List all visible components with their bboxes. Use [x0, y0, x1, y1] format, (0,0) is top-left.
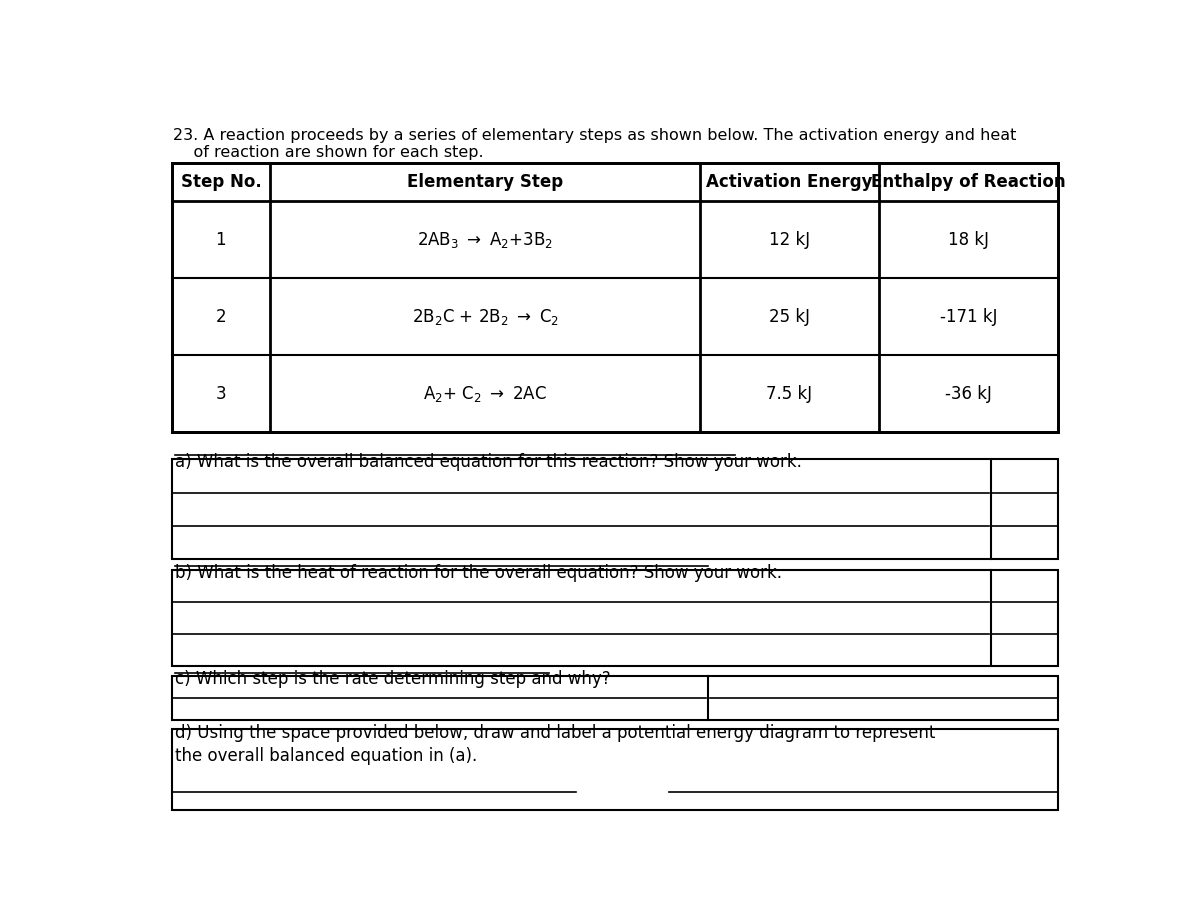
- Text: 2B$_2$C + 2B$_2$ $\rightarrow$ C$_2$: 2B$_2$C + 2B$_2$ $\rightarrow$ C$_2$: [412, 307, 559, 327]
- Text: 12 kJ: 12 kJ: [769, 231, 810, 249]
- Text: Step No.: Step No.: [180, 173, 262, 191]
- Text: Enthalpy of Reaction: Enthalpy of Reaction: [871, 173, 1066, 191]
- Text: 2AB$_3$ $\rightarrow$ A$_2$+3B$_2$: 2AB$_3$ $\rightarrow$ A$_2$+3B$_2$: [418, 229, 553, 250]
- Text: Elementary Step: Elementary Step: [407, 173, 563, 191]
- Text: 1: 1: [216, 231, 227, 249]
- Text: -36 kJ: -36 kJ: [944, 385, 992, 403]
- Text: 18 kJ: 18 kJ: [948, 231, 989, 249]
- Text: c) Which step is the rate determining step and why?: c) Which step is the rate determining st…: [175, 670, 611, 688]
- Text: the overall balanced equation in (a).: the overall balanced equation in (a).: [175, 748, 478, 765]
- Text: 23. A reaction proceeds by a series of elementary steps as shown below. The acti: 23. A reaction proceeds by a series of e…: [173, 128, 1016, 143]
- Bar: [172, 459, 1058, 559]
- Text: of reaction are shown for each step.: of reaction are shown for each step.: [173, 145, 484, 160]
- Text: 3: 3: [216, 385, 227, 403]
- Text: a) What is the overall balanced equation for this reaction? Show your work.: a) What is the overall balanced equation…: [175, 453, 802, 471]
- Text: 7.5 kJ: 7.5 kJ: [767, 385, 812, 403]
- Bar: [172, 676, 1058, 719]
- Bar: [172, 570, 1058, 665]
- Bar: [172, 728, 1058, 810]
- Text: d) Using the space provided below, draw and label a potential energy diagram to : d) Using the space provided below, draw …: [175, 724, 935, 742]
- Text: Activation Energy: Activation Energy: [706, 173, 872, 191]
- Text: A$_2$+ C$_2$ $\rightarrow$ 2AC: A$_2$+ C$_2$ $\rightarrow$ 2AC: [424, 384, 547, 404]
- Text: 25 kJ: 25 kJ: [769, 308, 810, 325]
- Bar: [172, 163, 1058, 432]
- Text: b) What is the heat of reaction for the overall equation? Show your work.: b) What is the heat of reaction for the …: [175, 564, 782, 582]
- Text: 2: 2: [216, 308, 227, 325]
- Text: -171 kJ: -171 kJ: [940, 308, 997, 325]
